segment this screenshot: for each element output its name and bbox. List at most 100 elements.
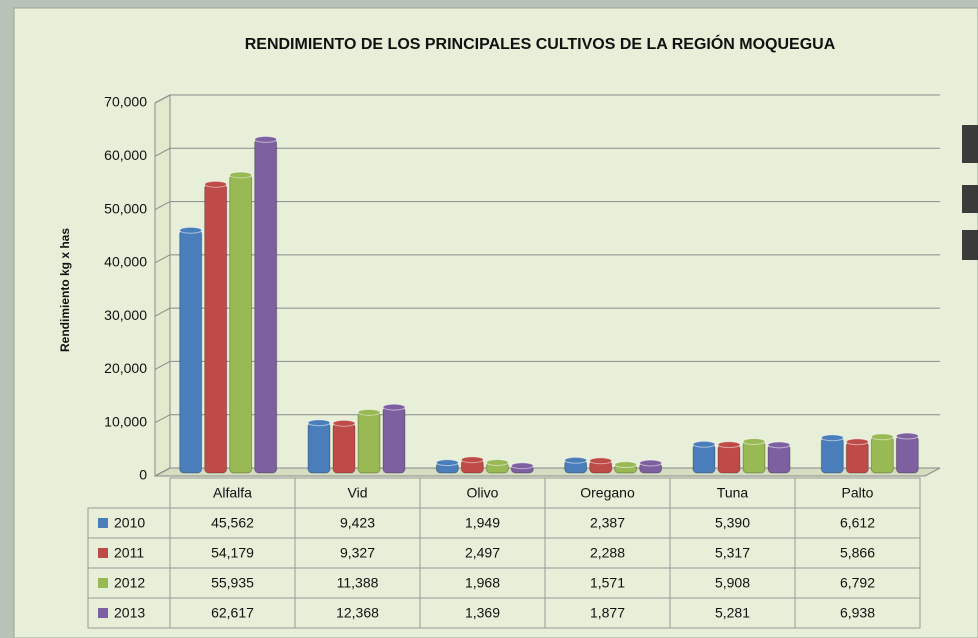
grid-line xyxy=(154,94,940,104)
bar-top xyxy=(382,403,406,411)
value-label: 9,327 xyxy=(340,545,375,561)
y-tick-label: 70,000 xyxy=(104,94,147,110)
bar-top xyxy=(357,408,381,416)
bar-top xyxy=(510,462,534,470)
x-tick-label: Vid xyxy=(348,485,368,501)
bar-top xyxy=(820,434,844,442)
x-tick-label: Oregano xyxy=(580,485,635,501)
bar-top xyxy=(254,135,278,143)
x-tick-label: Olivo xyxy=(467,485,499,501)
bar-top xyxy=(742,438,766,446)
bar-top xyxy=(767,441,791,449)
bar-top xyxy=(614,461,638,469)
bar-top xyxy=(845,438,869,446)
bar xyxy=(767,444,791,474)
legend-label: 2013 xyxy=(114,605,145,621)
value-label: 1,949 xyxy=(465,515,500,531)
legend-label: 2010 xyxy=(114,515,145,531)
grid-line xyxy=(154,254,940,264)
value-label: 6,938 xyxy=(840,605,875,621)
bar xyxy=(845,441,869,474)
bar-top xyxy=(895,432,919,440)
legend-key xyxy=(98,548,108,558)
bar-top xyxy=(307,419,331,427)
value-label: 1,571 xyxy=(590,575,625,591)
legend-key xyxy=(98,518,108,528)
table-cell xyxy=(794,597,921,629)
side-box xyxy=(962,230,978,260)
grid-line xyxy=(154,467,940,477)
x-tick-label: Palto xyxy=(842,485,874,501)
value-label: 55,935 xyxy=(211,575,254,591)
bar xyxy=(382,406,406,474)
bar xyxy=(820,437,844,474)
value-label: 2,288 xyxy=(590,545,625,561)
bar xyxy=(254,138,278,474)
legend-label: 2011 xyxy=(114,545,144,561)
value-label: 12,368 xyxy=(336,605,379,621)
bar-top xyxy=(485,459,509,467)
y-axis-label: Rendimiento kg x has xyxy=(58,228,72,352)
bar xyxy=(307,422,331,474)
value-label: 9,423 xyxy=(340,515,375,531)
legend-label: 2012 xyxy=(114,575,145,591)
bar-top xyxy=(179,226,203,234)
y-tick-label: 10,000 xyxy=(104,413,147,429)
bar-top xyxy=(692,440,716,448)
bar xyxy=(870,436,894,474)
grid-line xyxy=(154,360,940,370)
value-label: 62,617 xyxy=(211,605,254,621)
value-label: 1,369 xyxy=(465,605,500,621)
value-label: 6,792 xyxy=(840,575,875,591)
value-label: 5,317 xyxy=(715,545,750,561)
value-label: 2,387 xyxy=(590,515,625,531)
side-box xyxy=(962,125,978,163)
y-tick-label: 30,000 xyxy=(104,307,147,323)
bar xyxy=(895,435,919,474)
value-label: 1,877 xyxy=(590,605,625,621)
bar xyxy=(229,174,253,474)
value-label: 54,179 xyxy=(211,545,254,561)
value-label: 11,388 xyxy=(337,575,379,591)
bar-top xyxy=(564,456,588,464)
side-box xyxy=(962,185,978,213)
value-label: 45,562 xyxy=(211,515,254,531)
y-tick-label: 0 xyxy=(139,467,147,483)
bar-top xyxy=(204,180,228,188)
bar xyxy=(717,444,741,474)
bar-top xyxy=(229,171,253,179)
grid-line xyxy=(154,414,940,424)
y-tick-label: 60,000 xyxy=(104,147,147,163)
bar xyxy=(742,441,766,474)
y-tick-label: 20,000 xyxy=(104,360,147,376)
chart-title: RENDIMIENTO DE LOS PRINCIPALES CULTIVOS … xyxy=(245,34,836,53)
bar-top xyxy=(460,456,484,464)
value-label: 5,908 xyxy=(715,575,750,591)
value-label: 2,497 xyxy=(465,545,500,561)
bar-top xyxy=(717,441,741,449)
grid-line xyxy=(154,307,940,317)
y-tick-label: 40,000 xyxy=(104,254,147,270)
bar-top xyxy=(435,459,459,467)
value-label: 5,866 xyxy=(840,545,875,561)
legend-key xyxy=(98,608,108,618)
y-tick-label: 50,000 xyxy=(104,200,147,216)
bar-top xyxy=(870,433,894,441)
bar-top xyxy=(589,457,613,465)
value-label: 6,612 xyxy=(840,515,875,531)
bar xyxy=(179,229,203,474)
bar-top xyxy=(332,419,356,427)
value-label: 5,281 xyxy=(715,605,750,621)
chart-area xyxy=(13,7,978,638)
x-tick-label: Tuna xyxy=(717,485,749,501)
legend-key xyxy=(98,578,108,588)
bar xyxy=(692,443,716,474)
grid-line xyxy=(154,201,940,211)
value-label: 1,968 xyxy=(465,575,500,591)
bar xyxy=(357,411,381,474)
bar xyxy=(332,422,356,474)
x-tick-label: Alfalfa xyxy=(213,485,252,501)
grid-line xyxy=(154,147,940,157)
value-label: 5,390 xyxy=(715,515,750,531)
